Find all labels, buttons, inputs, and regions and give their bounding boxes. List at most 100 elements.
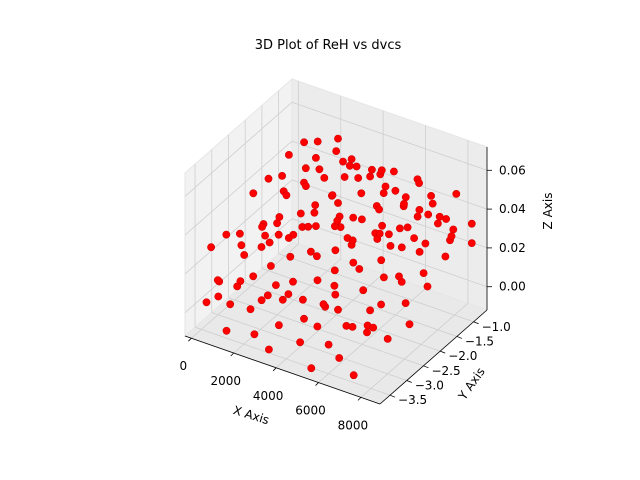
data-point xyxy=(452,189,461,198)
data-point xyxy=(435,212,444,221)
data-point xyxy=(307,364,316,373)
y-tick-label: −3.5 xyxy=(398,393,427,407)
data-point xyxy=(348,322,357,331)
data-point xyxy=(349,371,358,380)
data-point xyxy=(320,173,329,182)
data-point xyxy=(296,338,304,347)
data-point xyxy=(386,241,395,250)
data-point xyxy=(264,345,273,354)
z-axis-label: Z Axis xyxy=(541,193,555,230)
data-point xyxy=(274,321,283,330)
data-point xyxy=(266,262,275,270)
data-point xyxy=(415,179,423,187)
grid-line-y-floor xyxy=(245,282,441,352)
z-tick-label: 0.06 xyxy=(499,163,526,177)
data-point xyxy=(395,272,403,281)
data-point xyxy=(383,334,392,343)
data-point xyxy=(312,252,321,261)
data-point xyxy=(352,162,361,171)
x-tick-mark xyxy=(357,397,362,401)
data-point xyxy=(250,330,259,339)
tick-labels: 0 2000 4000 6000 8000 −3.5−3.0−2.5−2.0−1.5−1.… xyxy=(180,163,526,432)
data-point xyxy=(306,247,315,256)
data-point xyxy=(330,266,339,275)
data-point xyxy=(449,225,458,234)
data-point xyxy=(300,138,308,147)
data-point xyxy=(366,172,374,181)
x-tick-mark xyxy=(315,382,319,386)
data-point xyxy=(349,258,358,267)
data-point xyxy=(433,219,442,228)
grid-line-x-floor xyxy=(360,303,469,398)
data-point xyxy=(313,137,322,146)
data-point xyxy=(324,340,333,349)
data-point xyxy=(397,243,406,252)
data-point xyxy=(447,232,456,241)
x-tick-mark xyxy=(188,337,192,342)
data-point xyxy=(284,290,293,298)
data-point xyxy=(348,236,357,245)
data-point xyxy=(261,231,269,240)
data-point xyxy=(257,296,266,305)
y-tick-label: −3.0 xyxy=(415,379,444,393)
data-point xyxy=(328,191,337,199)
data-point xyxy=(401,299,410,307)
data-point xyxy=(226,300,235,309)
data-point xyxy=(367,165,376,174)
data-point xyxy=(415,247,424,256)
data-point xyxy=(403,223,412,232)
data-point xyxy=(419,269,428,277)
z-tick-label: 0.02 xyxy=(499,241,526,255)
z-tick-label: 0.04 xyxy=(499,202,526,216)
data-point xyxy=(375,229,384,238)
data-point xyxy=(274,230,283,239)
y-tick-mark xyxy=(423,365,429,369)
data-point xyxy=(381,182,390,191)
data-point xyxy=(421,239,430,248)
data-point xyxy=(237,241,246,250)
data-point xyxy=(258,222,266,231)
data-point xyxy=(375,205,383,214)
data-point xyxy=(410,234,418,242)
data-point xyxy=(384,230,393,239)
data-point xyxy=(339,157,347,166)
grid-line-y-floor xyxy=(211,312,407,381)
data-point xyxy=(240,251,249,259)
data-point xyxy=(355,265,364,273)
data-point xyxy=(296,209,305,218)
grid-line-z-left xyxy=(184,101,293,197)
grid-line-z-left xyxy=(184,140,293,236)
data-point xyxy=(331,290,340,299)
grid-line-x-floor xyxy=(191,243,299,339)
data-point xyxy=(467,239,476,247)
data-point xyxy=(345,161,354,170)
data-point xyxy=(300,314,308,323)
y-tick-mark xyxy=(440,350,446,354)
data-point xyxy=(334,134,342,143)
data-point xyxy=(377,256,386,265)
axis-lines xyxy=(184,147,492,405)
data-point xyxy=(349,213,358,222)
x-tick-label: 2000 xyxy=(210,374,241,388)
data-point xyxy=(359,286,368,295)
grid-line-y-floor xyxy=(278,253,474,323)
y-tick-mark xyxy=(456,336,463,339)
data-point xyxy=(298,295,307,304)
data-point xyxy=(369,323,378,332)
data-point xyxy=(304,222,313,231)
y-tick-mark xyxy=(389,394,396,398)
x-axis-line xyxy=(184,335,381,405)
data-point xyxy=(214,292,223,301)
grid-line-z-right xyxy=(291,101,488,171)
data-point xyxy=(313,322,322,331)
data-point xyxy=(246,305,255,314)
grid-line-x-floor xyxy=(233,258,342,354)
data-point xyxy=(333,216,342,225)
data-point xyxy=(400,199,408,208)
grid-line-z-left xyxy=(184,179,293,275)
data-point xyxy=(334,199,342,207)
data-point xyxy=(310,208,319,217)
data-point xyxy=(271,281,280,289)
y-tick-mark xyxy=(406,380,412,383)
